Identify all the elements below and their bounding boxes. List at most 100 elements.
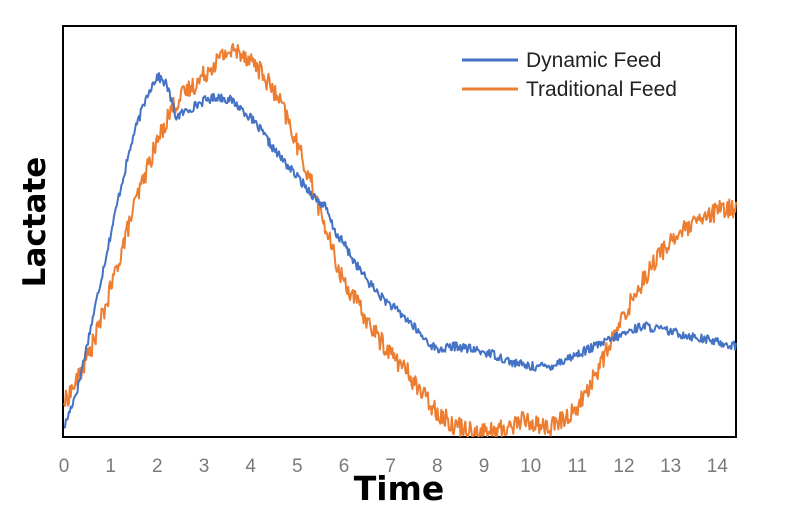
data-point-dynamic-feed	[735, 345, 737, 347]
data-point-dynamic-feed	[474, 349, 476, 351]
data-point-traditional-feed	[506, 427, 508, 429]
x-tick-label: 3	[199, 456, 210, 477]
x-tick-label: 14	[707, 456, 729, 477]
data-point-dynamic-feed	[245, 112, 247, 114]
data-point-dynamic-feed	[119, 190, 121, 192]
data-point-dynamic-feed	[567, 357, 569, 359]
data-point-traditional-feed	[184, 91, 186, 93]
data-point-traditional-feed	[576, 406, 578, 408]
data-point-traditional-feed	[282, 108, 284, 110]
data-point-traditional-feed	[436, 410, 438, 412]
data-point-dynamic-feed	[366, 280, 368, 282]
plot-frame	[62, 25, 737, 438]
data-point-traditional-feed	[119, 255, 121, 257]
data-point-dynamic-feed	[548, 365, 550, 367]
data-point-traditional-feed	[147, 165, 149, 167]
data-point-dynamic-feed	[77, 386, 79, 388]
data-point-traditional-feed	[226, 51, 228, 53]
data-point-dynamic-feed	[273, 149, 275, 151]
data-point-traditional-feed	[548, 427, 550, 429]
data-point-traditional-feed	[380, 341, 382, 343]
data-point-traditional-feed	[170, 108, 172, 110]
data-point-dynamic-feed	[408, 320, 410, 322]
data-point-dynamic-feed	[315, 198, 317, 200]
data-point-dynamic-feed	[623, 333, 625, 335]
data-point-traditional-feed	[296, 145, 298, 147]
data-point-dynamic-feed	[63, 427, 65, 429]
x-tick-label: 6	[339, 456, 350, 477]
data-point-traditional-feed	[310, 181, 312, 183]
data-point-traditional-feed	[590, 382, 592, 384]
data-point-traditional-feed	[534, 423, 536, 425]
data-point-dynamic-feed	[511, 361, 513, 363]
data-point-traditional-feed	[735, 206, 737, 208]
data-point-traditional-feed	[702, 218, 704, 220]
data-point-traditional-feed	[478, 431, 480, 433]
x-tick-label: 9	[479, 456, 490, 477]
data-point-traditional-feed	[240, 51, 242, 53]
data-point-traditional-feed	[562, 419, 564, 421]
data-point-traditional-feed	[254, 63, 256, 65]
data-point-dynamic-feed	[231, 100, 233, 102]
data-point-dynamic-feed	[217, 96, 219, 98]
data-point-traditional-feed	[674, 235, 676, 237]
data-point-traditional-feed	[618, 325, 620, 327]
x-tick-label: 13	[660, 456, 681, 477]
legend: Dynamic Feed Traditional Feed	[462, 49, 677, 101]
data-point-dynamic-feed	[492, 353, 494, 355]
data-point-dynamic-feed	[660, 329, 662, 331]
data-point-traditional-feed	[268, 83, 270, 85]
data-point-dynamic-feed	[716, 341, 718, 343]
data-point-traditional-feed	[91, 345, 93, 347]
data-point-dynamic-feed	[203, 100, 205, 102]
data-point-dynamic-feed	[147, 91, 149, 93]
data-point-traditional-feed	[632, 296, 634, 298]
series-line-traditional-feed	[63, 42, 737, 437]
x-tick-label: 7	[385, 456, 396, 477]
data-point-dynamic-feed	[422, 337, 424, 339]
data-point-dynamic-feed	[698, 337, 700, 339]
data-point-traditional-feed	[520, 419, 522, 421]
data-point-dynamic-feed	[287, 165, 289, 167]
x-tick-label: 4	[245, 456, 256, 477]
data-point-dynamic-feed	[334, 231, 336, 233]
legend-label-dynamic-feed: Dynamic Feed	[526, 49, 661, 72]
data-point-dynamic-feed	[380, 296, 382, 298]
x-tick-label: 8	[432, 456, 443, 477]
data-point-dynamic-feed	[455, 345, 457, 347]
data-point-traditional-feed	[464, 427, 466, 429]
x-tick-label: 5	[292, 456, 303, 477]
data-point-dynamic-feed	[166, 83, 168, 85]
data-point-traditional-feed	[450, 423, 452, 425]
data-point-traditional-feed	[77, 378, 79, 380]
data-point-dynamic-feed	[352, 259, 354, 261]
data-point-traditional-feed	[688, 226, 690, 228]
data-point-dynamic-feed	[301, 181, 303, 183]
data-point-dynamic-feed	[604, 341, 606, 343]
data-point-dynamic-feed	[175, 116, 177, 118]
data-point-dynamic-feed	[343, 243, 345, 245]
data-point-dynamic-feed	[133, 132, 135, 134]
series-layer	[63, 42, 737, 437]
series-line-dynamic-feed	[63, 72, 737, 429]
data-point-traditional-feed	[156, 141, 158, 143]
x-axis-title: Time	[354, 469, 445, 508]
data-point-traditional-feed	[408, 374, 410, 376]
data-point-traditional-feed	[324, 226, 326, 228]
data-point-dynamic-feed	[436, 349, 438, 351]
data-point-dynamic-feed	[259, 128, 261, 130]
data-point-traditional-feed	[105, 304, 107, 306]
data-point-dynamic-feed	[105, 255, 107, 257]
data-point-traditional-feed	[366, 320, 368, 322]
data-point-traditional-feed	[352, 296, 354, 298]
x-tick-label: 11	[567, 456, 587, 477]
x-tick-label: 0	[59, 456, 70, 477]
data-point-traditional-feed	[604, 353, 606, 355]
y-axis-title: Lactate	[17, 157, 53, 288]
data-point-dynamic-feed	[189, 108, 191, 110]
data-point-traditional-feed	[394, 357, 396, 359]
data-point-dynamic-feed	[156, 75, 158, 77]
data-point-traditional-feed	[646, 271, 648, 273]
data-point-dynamic-feed	[530, 365, 532, 367]
